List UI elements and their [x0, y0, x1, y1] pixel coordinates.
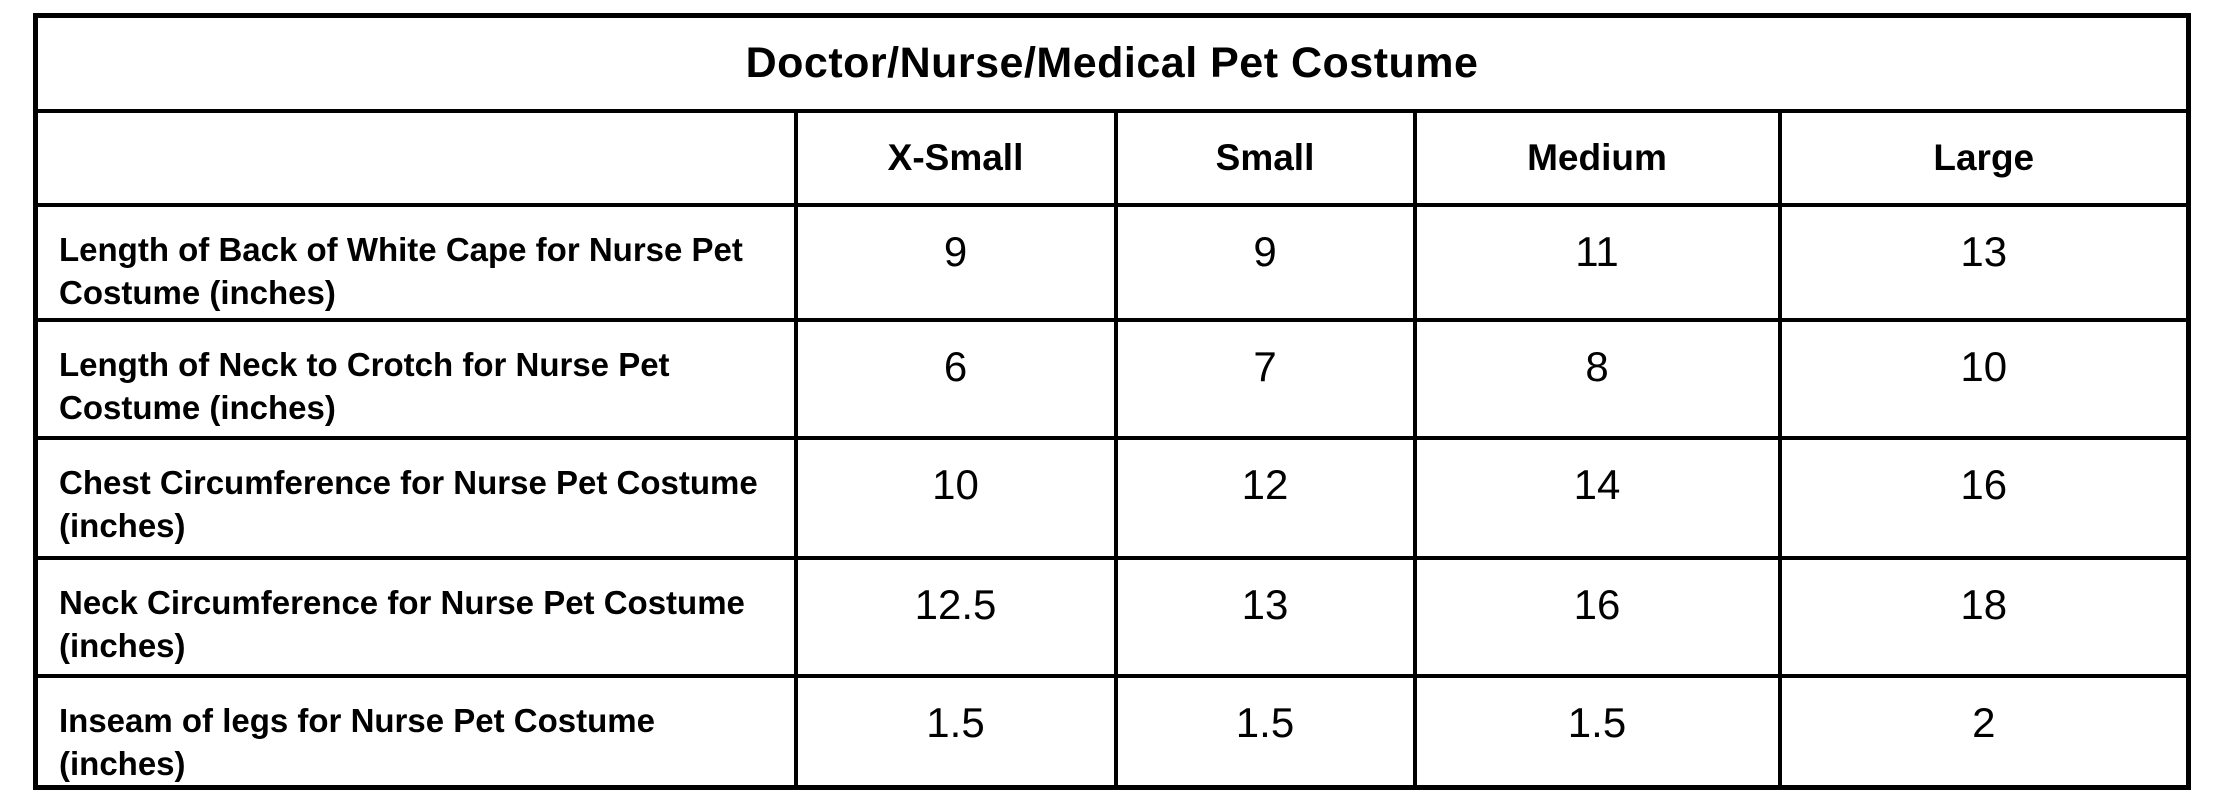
cell-value: 1.5 [793, 673, 1118, 789]
cell-value: 1.5 [1113, 673, 1417, 789]
cell-value: 9 [793, 202, 1118, 322]
table-row: Inseam of legs for Nurse Pet Costume (in… [33, 673, 2191, 789]
row-label-chest-circumference: Chest Circumference for Nurse Pet Costum… [33, 435, 798, 560]
column-header-x-small: X-Small [793, 108, 1118, 207]
cell-value: 12 [1113, 435, 1417, 560]
column-header-medium: Medium [1412, 108, 1782, 207]
table-row: Neck Circumference for Nurse Pet Costume… [33, 555, 2191, 678]
row-label-leg-inseam: Inseam of legs for Nurse Pet Costume (in… [33, 673, 798, 789]
table-title: Doctor/Nurse/Medical Pet Costume [33, 13, 2191, 113]
cell-value: 1.5 [1412, 673, 1782, 789]
table-row: Length of Back of White Cape for Nurse P… [33, 202, 2191, 322]
column-header-small: Small [1113, 108, 1417, 207]
row-label-neck-to-crotch-length: Length of Neck to Crotch for Nurse Pet C… [33, 317, 798, 440]
cell-value: 2 [1777, 673, 2191, 789]
cell-value: 16 [1777, 435, 2191, 560]
cell-value: 16 [1412, 555, 1782, 678]
cell-value: 12.5 [793, 555, 1118, 678]
corner-empty-cell [33, 108, 798, 207]
cell-value: 13 [1113, 555, 1417, 678]
cell-value: 13 [1777, 202, 2191, 322]
table-row: Length of Neck to Crotch for Nurse Pet C… [33, 317, 2191, 440]
row-label-back-cape-length: Length of Back of White Cape for Nurse P… [33, 202, 798, 322]
cell-value: 11 [1412, 202, 1782, 322]
cell-value: 14 [1412, 435, 1782, 560]
table-header-row: X-Small Small Medium Large [33, 108, 2191, 207]
cell-value: 8 [1412, 317, 1782, 440]
cell-value: 7 [1113, 317, 1417, 440]
cell-value: 10 [1777, 317, 2191, 440]
cell-value: 9 [1113, 202, 1417, 322]
cell-value: 6 [793, 317, 1118, 440]
table-title-row: Doctor/Nurse/Medical Pet Costume [33, 13, 2191, 113]
pet-costume-size-table: Doctor/Nurse/Medical Pet Costume X-Small… [33, 13, 2192, 790]
column-header-large: Large [1777, 108, 2191, 207]
row-label-neck-circumference: Neck Circumference for Nurse Pet Costume… [33, 555, 798, 678]
table-row: Chest Circumference for Nurse Pet Costum… [33, 435, 2191, 560]
cell-value: 18 [1777, 555, 2191, 678]
cell-value: 10 [793, 435, 1118, 560]
